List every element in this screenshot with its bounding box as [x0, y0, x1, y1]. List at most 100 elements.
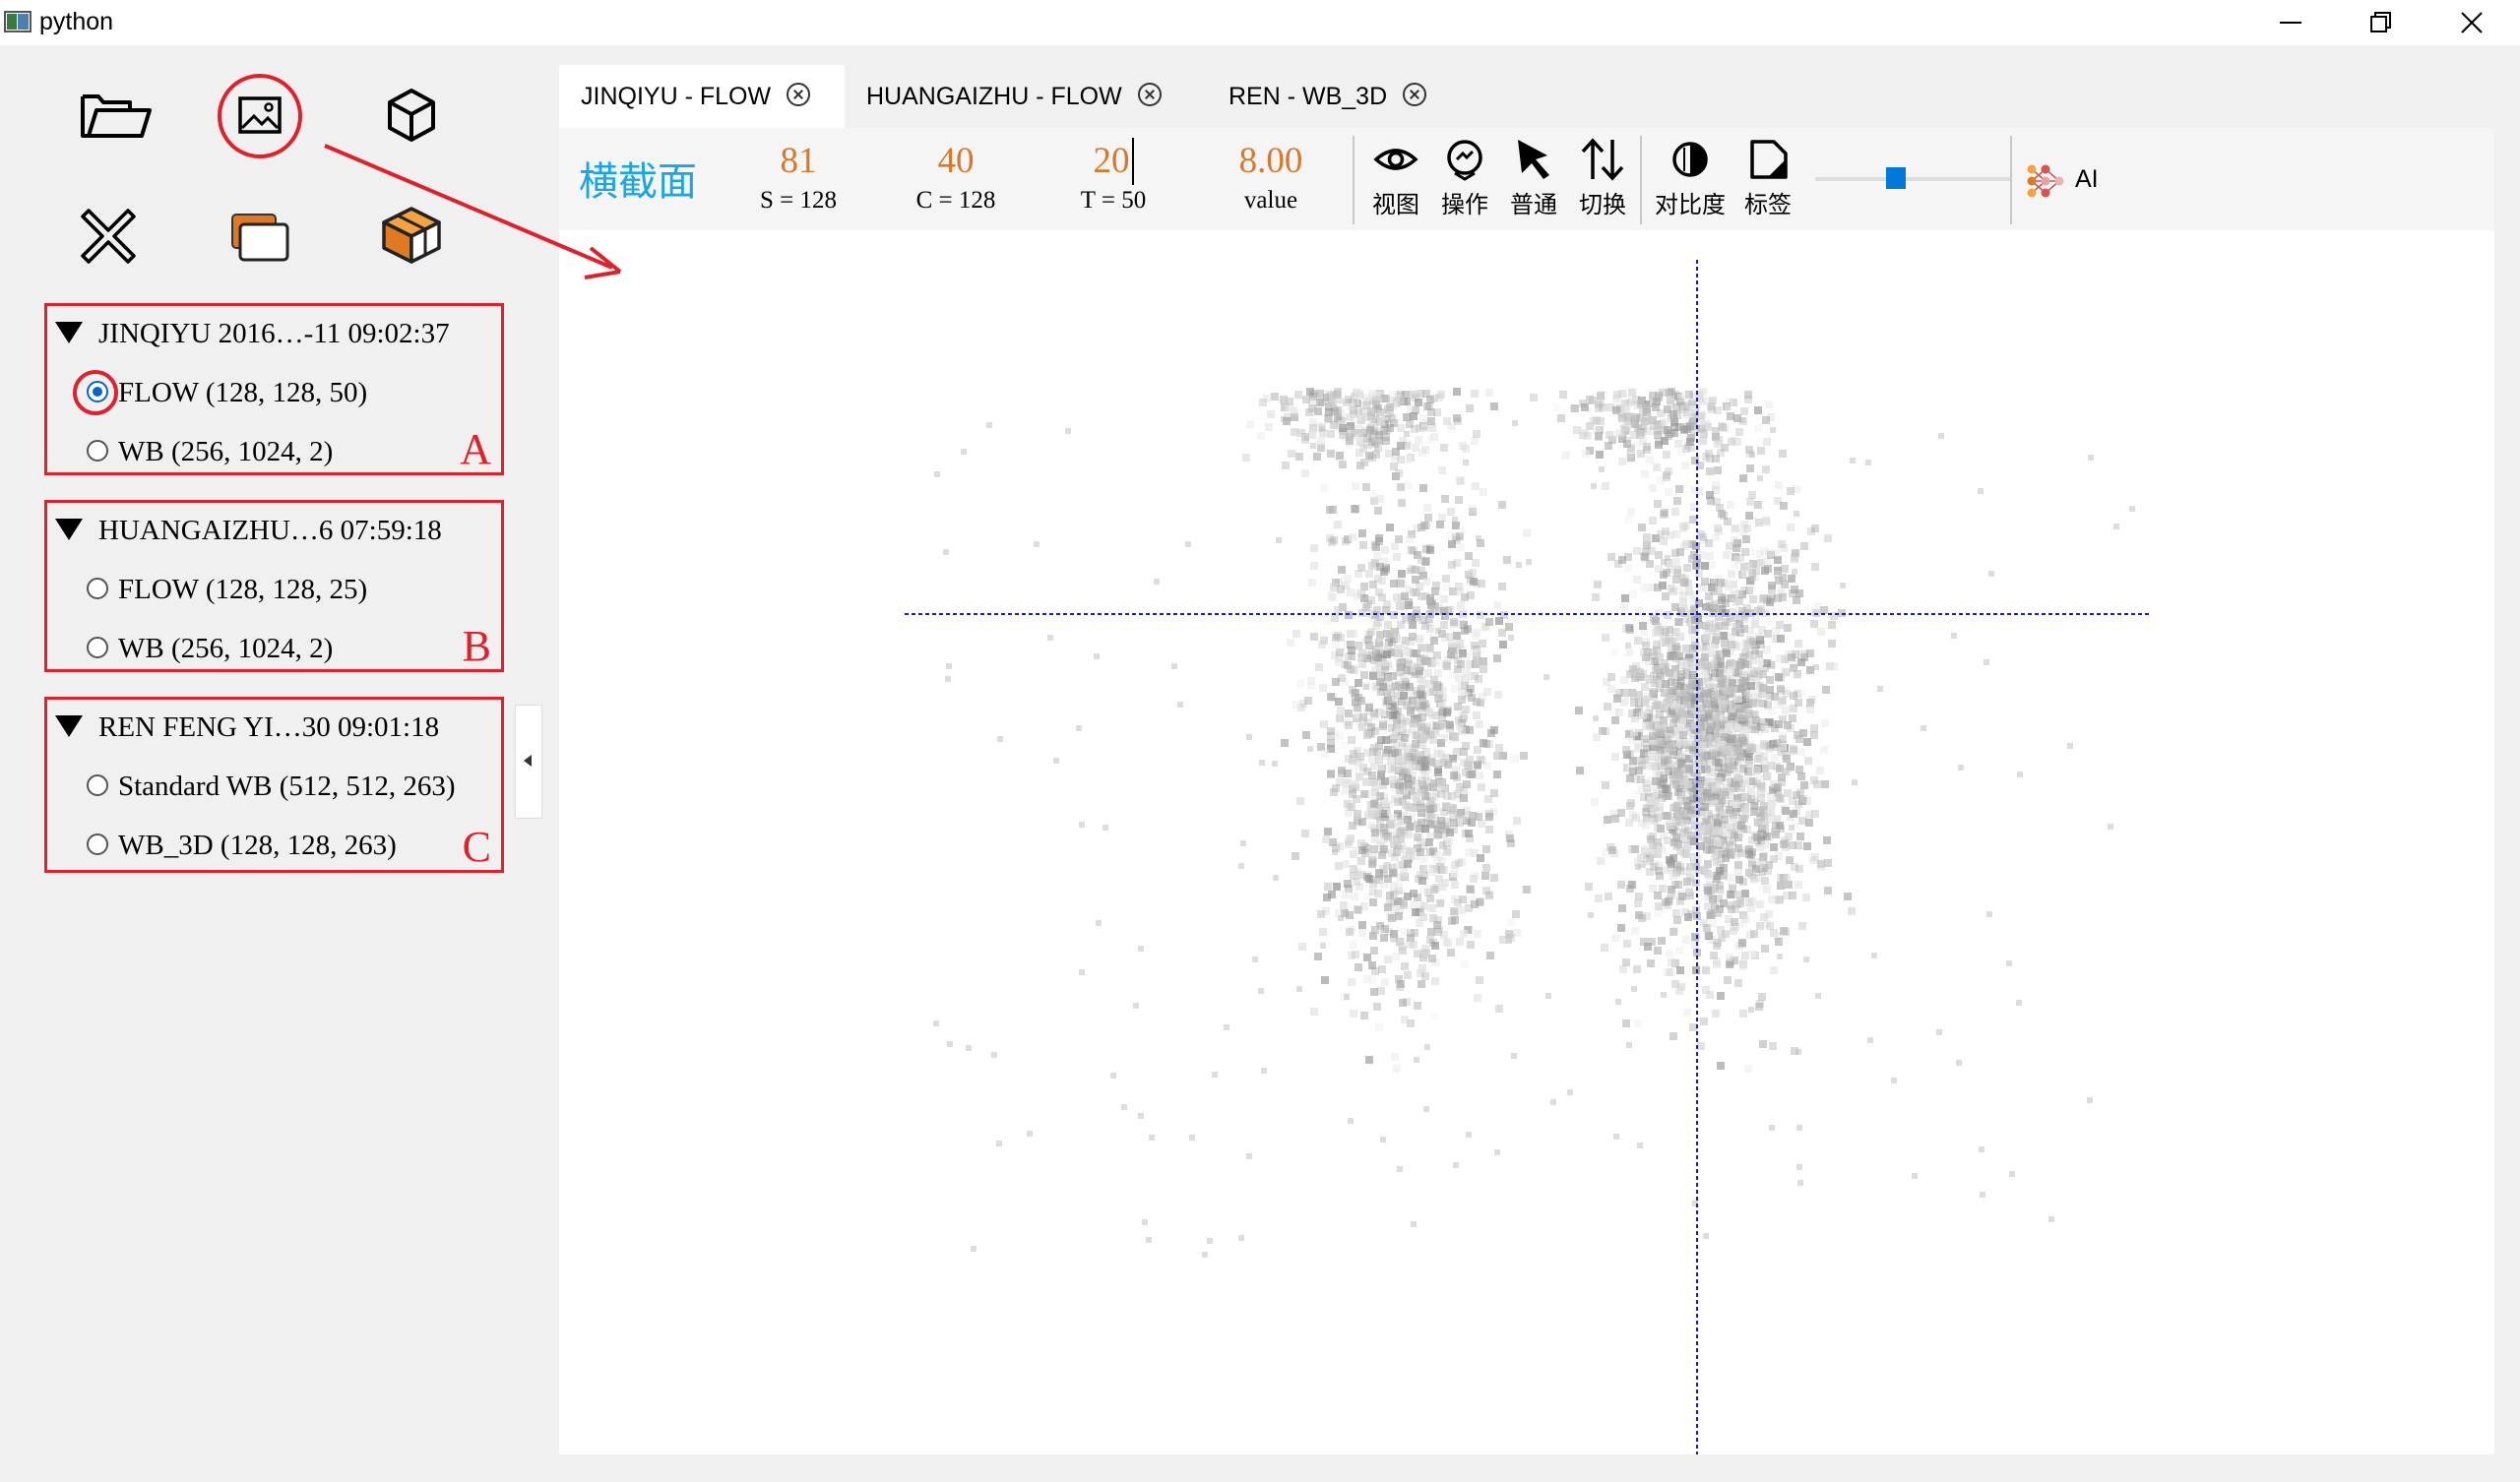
tab-label: JINQIYU - FLOW: [581, 83, 772, 110]
flow-signal-noise: [933, 388, 2135, 1258]
image-view-button[interactable]: [211, 67, 309, 165]
dataset-option[interactable]: WB_3D (128, 128, 263): [87, 826, 397, 865]
dataset-title: HUANGAIZHU…6 07:59:18: [98, 515, 442, 546]
folder-open-icon: [81, 94, 152, 138]
ai-button[interactable]: AI: [2022, 152, 2110, 207]
label-tag-icon: [1750, 140, 1788, 179]
layers-button[interactable]: [211, 185, 309, 283]
dataset-header[interactable]: REN FENG YI…30 09:01:18: [55, 700, 498, 755]
close-window-button[interactable]: [2427, 0, 2516, 45]
view-button[interactable]: 视图: [1364, 136, 1427, 226]
colored-3d-button[interactable]: [362, 185, 461, 283]
eye-icon: [1373, 149, 1418, 170]
title-bar: python: [0, 0, 2520, 45]
param-label: C = 128: [915, 187, 996, 214]
dataset-panel-c: REN FENG YI…30 09:01:18 Standard WB (512…: [44, 697, 504, 873]
swap-button[interactable]: 切换: [1571, 136, 1634, 226]
option-label: WB (256, 1024, 2): [118, 633, 334, 664]
collapse-triangle-icon[interactable]: [55, 715, 83, 738]
param-label: value: [1243, 187, 1298, 214]
dataset-option[interactable]: WB (256, 1024, 2): [87, 432, 333, 471]
selection-highlight-circle: [73, 370, 118, 415]
dataset-option[interactable]: FLOW (128, 128, 50): [73, 370, 368, 415]
label-button[interactable]: 标签: [1736, 136, 1799, 226]
opacity-slider[interactable]: [1815, 167, 2012, 191]
panel-letter: C: [462, 823, 491, 871]
radio-unselected[interactable]: [87, 440, 108, 463]
minimize-button[interactable]: [2246, 0, 2335, 45]
toolbar-divider: [1353, 136, 1354, 224]
tab-ren-wb3d[interactable]: REN - WB_3D: [1207, 65, 1502, 128]
normal-cursor-button[interactable]: 普通: [1502, 136, 1565, 226]
option-label: WB (256, 1024, 2): [118, 436, 334, 467]
window-title: python: [39, 8, 114, 35]
ai-label: AI: [2075, 165, 2099, 193]
image-viewer[interactable]: [559, 230, 2494, 1454]
option-label: WB_3D (128, 128, 263): [118, 830, 397, 861]
tab-close-icon[interactable]: [1137, 83, 1162, 107]
button-label: 视图: [1372, 192, 1419, 218]
panel-letter: B: [462, 622, 491, 670]
param-value[interactable]: 8.00: [1238, 141, 1303, 181]
dataset-title: JINQIYU 2016…-11 09:02:37: [98, 318, 450, 349]
param-value[interactable]: 40: [937, 141, 975, 181]
tab-jinqiyu-flow[interactable]: JINQIYU - FLOW: [559, 65, 845, 128]
param-label: S = 128: [759, 187, 837, 214]
dataset-option[interactable]: FLOW (128, 128, 25): [87, 570, 367, 609]
tab-label: HUANGAIZHU - FLOW: [866, 83, 1122, 110]
dataset-title: REN FENG YI…30 09:01:18: [98, 711, 440, 743]
operate-button[interactable]: 操作: [1433, 136, 1496, 226]
dataset-option[interactable]: WB (256, 1024, 2): [87, 629, 333, 668]
option-label: Standard WB (512, 512, 263): [118, 771, 456, 802]
restore-icon: [2370, 12, 2391, 32]
tab-huangaizhu-flow[interactable]: HUANGAIZHU - FLOW: [845, 65, 1207, 128]
layers-icon: [231, 214, 289, 262]
param-s[interactable]: 81 S = 128: [724, 138, 872, 215]
contrast-button[interactable]: 对比度: [1654, 136, 1727, 226]
dataset-panel-a: JINQIYU 2016…-11 09:02:37 FLOW (128, 128…: [44, 303, 504, 475]
colored-cube-icon: [382, 207, 441, 264]
3d-view-button[interactable]: [362, 67, 461, 165]
tab-close-icon[interactable]: [1403, 83, 1427, 107]
close-dataset-button[interactable]: [59, 185, 158, 283]
param-label: T = 50: [1080, 187, 1147, 214]
param-value[interactable]: 20: [1094, 138, 1134, 185]
param-value-field[interactable]: 8.00 value: [1197, 138, 1345, 215]
slider-track[interactable]: [1815, 177, 2012, 181]
button-label: 标签: [1744, 192, 1792, 218]
radio-unselected[interactable]: [87, 834, 108, 856]
cross-section-image[interactable]: [559, 230, 2494, 1454]
swap-vertical-icon: [1581, 138, 1624, 181]
radio-unselected[interactable]: [87, 578, 108, 600]
option-label: FLOW (128, 128, 50): [118, 377, 368, 408]
sidebar-collapse-handle[interactable]: [515, 705, 542, 819]
open-folder-button[interactable]: [59, 67, 158, 165]
slider-thumb[interactable]: [1886, 167, 1906, 189]
close-icon: [2461, 12, 2483, 33]
collapse-triangle-icon[interactable]: [55, 322, 83, 344]
dataset-option[interactable]: Standard WB (512, 512, 263): [87, 767, 456, 806]
tab-bar: JINQIYU - FLOW HUANGAIZHU - FLOW REN - W…: [559, 65, 2508, 128]
button-label: 对比度: [1655, 192, 1726, 218]
dataset-header[interactable]: HUANGAIZHU…6 07:59:18: [55, 503, 498, 558]
collapse-triangle-icon[interactable]: [55, 519, 83, 541]
tab-close-icon[interactable]: [787, 83, 811, 107]
toolbar-divider: [1640, 136, 1642, 224]
radio-selected[interactable]: [87, 381, 108, 403]
ai-network-icon: [2027, 164, 2064, 198]
cube-icon: [388, 89, 435, 142]
close-x-icon: [81, 209, 136, 264]
option-label: FLOW (128, 128, 25): [118, 574, 368, 605]
param-t[interactable]: 20 T = 50: [1040, 138, 1187, 215]
param-c[interactable]: 40 C = 128: [882, 138, 1030, 215]
param-value[interactable]: 81: [780, 141, 817, 181]
radio-unselected[interactable]: [87, 637, 108, 659]
section-label: 横截面: [579, 160, 697, 204]
dataset-header[interactable]: JINQIYU 2016…-11 09:02:37: [55, 306, 498, 361]
radio-unselected[interactable]: [87, 774, 108, 797]
panel-letter: A: [460, 425, 491, 473]
button-label: 普通: [1510, 192, 1557, 218]
toolbar-divider: [2010, 136, 2012, 224]
dataset-panel-b: HUANGAIZHU…6 07:59:18 FLOW (128, 128, 25…: [44, 500, 504, 672]
restore-button[interactable]: [2337, 0, 2426, 45]
